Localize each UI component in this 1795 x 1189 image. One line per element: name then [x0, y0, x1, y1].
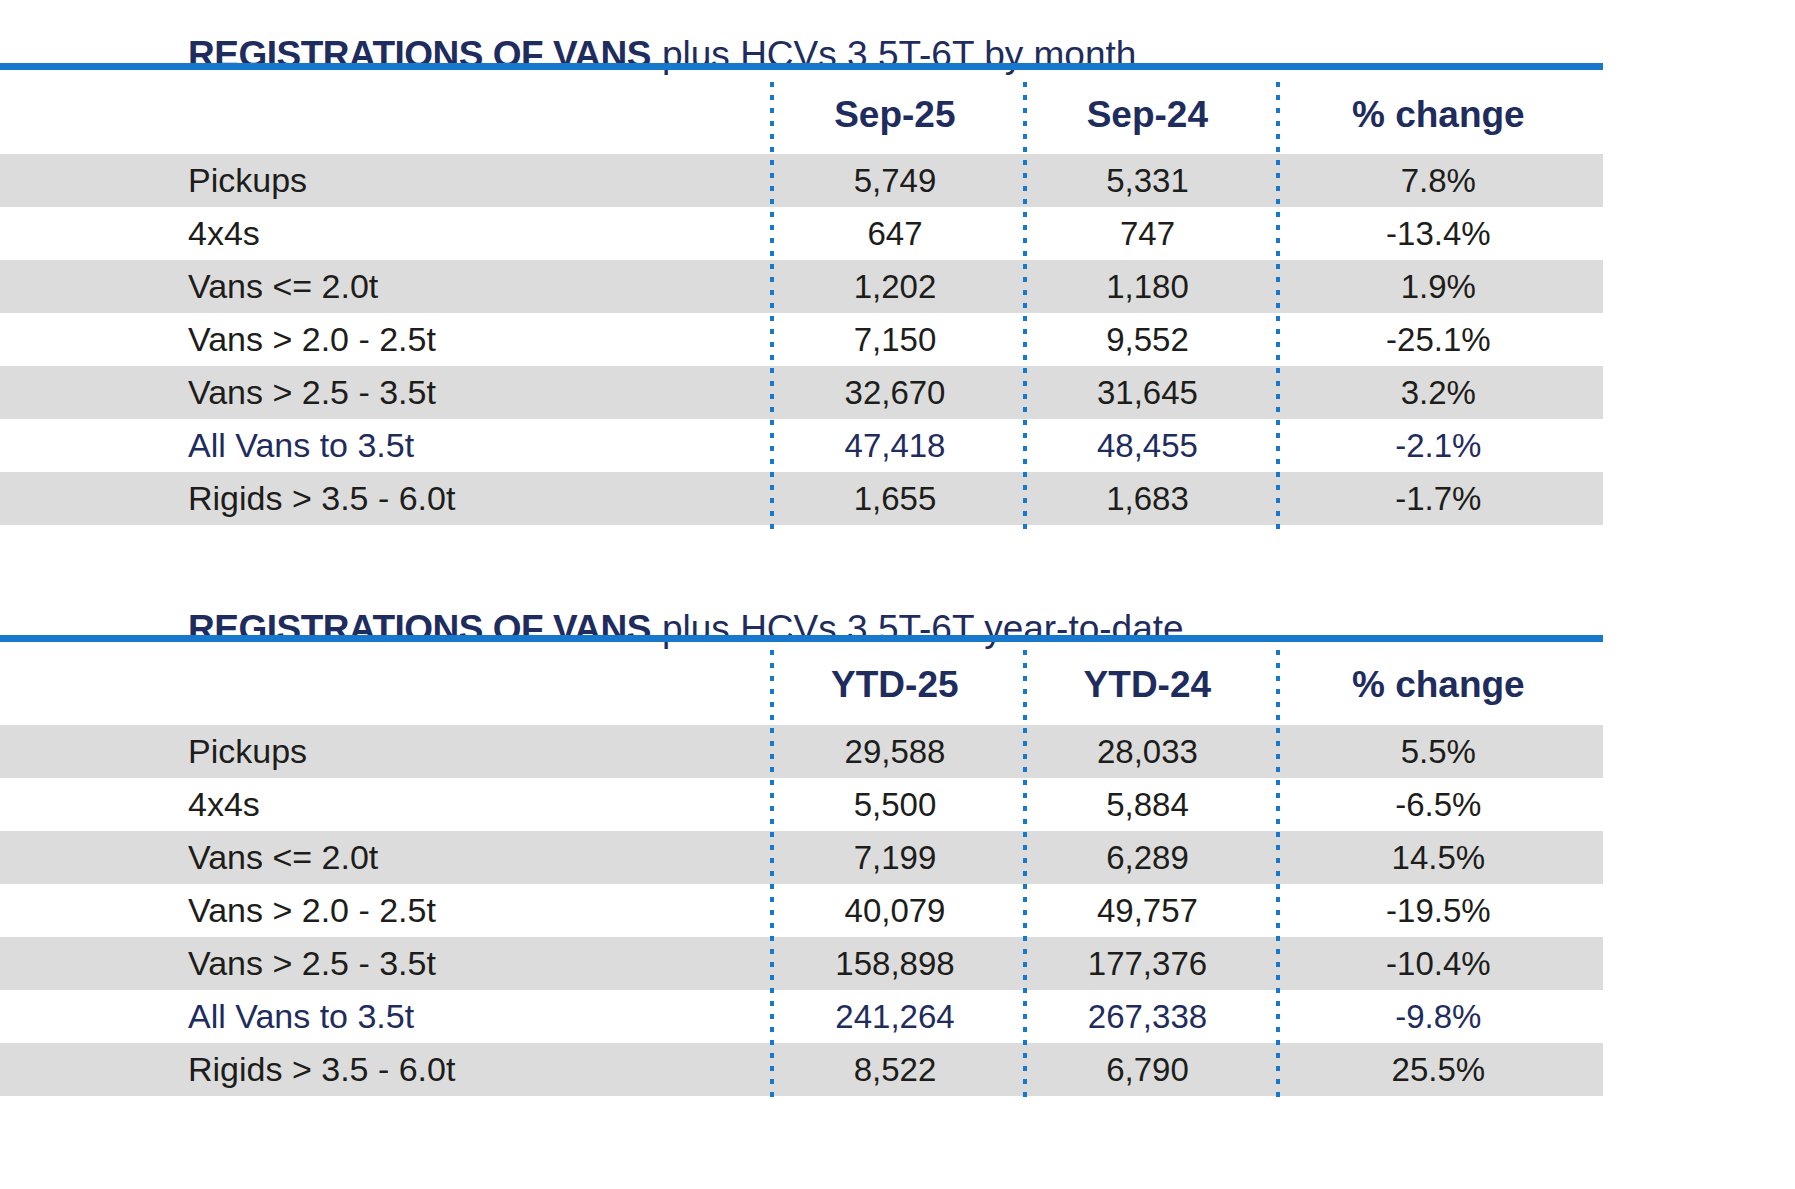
value-current: 7,150 [769, 321, 1021, 359]
title-divider-line [0, 63, 1603, 70]
row-label: 4x4s [0, 785, 769, 824]
table-title-subtitle: plus HCVs 3.5T-6T year-to-date [662, 608, 1184, 649]
row-label: Vans <= 2.0t [0, 838, 769, 877]
table-row: Pickups 5,749 5,331 7.8% [0, 154, 1603, 207]
value-previous: 177,376 [1021, 945, 1273, 983]
value-previous: 1,180 [1021, 268, 1273, 306]
value-current: 7,199 [769, 839, 1021, 877]
value-current: 47,418 [769, 427, 1021, 465]
value-pct-change: -2.1% [1274, 427, 1603, 465]
table-row: Rigids > 3.5 - 6.0t 1,655 1,683 -1.7% [0, 472, 1603, 525]
column-header-row: YTD-25 YTD-24 % change [0, 652, 1603, 718]
column-separator-dotted-line [770, 82, 774, 534]
value-pct-change: -25.1% [1274, 321, 1603, 359]
table-body: Pickups 5,749 5,331 7.8% 4x4s 647 747 -1… [0, 154, 1603, 525]
row-label: Vans <= 2.0t [0, 267, 769, 306]
row-label: Rigids > 3.5 - 6.0t [0, 1050, 769, 1089]
table-row: 4x4s 5,500 5,884 -6.5% [0, 778, 1603, 831]
value-previous: 49,757 [1021, 892, 1273, 930]
column-separator-dotted-line [770, 650, 774, 1102]
value-previous: 9,552 [1021, 321, 1273, 359]
table-row: 4x4s 647 747 -13.4% [0, 207, 1603, 260]
column-header-pct-change: % change [1274, 94, 1603, 136]
column-separator-dotted-line [1276, 650, 1280, 1102]
value-pct-change: -6.5% [1274, 786, 1603, 824]
value-pct-change: -9.8% [1274, 998, 1603, 1036]
row-label: Rigids > 3.5 - 6.0t [0, 479, 769, 518]
value-pct-change: 1.9% [1274, 268, 1603, 306]
value-previous: 28,033 [1021, 733, 1273, 771]
value-pct-change: 7.8% [1274, 162, 1603, 200]
value-current: 5,500 [769, 786, 1021, 824]
column-header-pct-change: % change [1274, 664, 1603, 706]
value-previous: 6,289 [1021, 839, 1273, 877]
value-current: 8,522 [769, 1051, 1021, 1089]
value-previous: 747 [1021, 215, 1273, 253]
row-label: Pickups [0, 732, 769, 771]
row-label: Vans > 2.5 - 3.5t [0, 944, 769, 983]
row-label: All Vans to 3.5t [0, 997, 769, 1036]
value-pct-change: -19.5% [1274, 892, 1603, 930]
column-separator-dotted-line [1023, 82, 1027, 534]
table-row: Vans <= 2.0t 7,199 6,289 14.5% [0, 831, 1603, 884]
table-row-total: All Vans to 3.5t 47,418 48,455 -2.1% [0, 419, 1603, 472]
column-separator-dotted-line [1276, 82, 1280, 534]
value-pct-change: -1.7% [1274, 480, 1603, 518]
value-current: 32,670 [769, 374, 1021, 412]
column-header-previous-period: Sep-24 [1021, 94, 1274, 136]
row-label: Vans > 2.0 - 2.5t [0, 320, 769, 359]
value-pct-change: 14.5% [1274, 839, 1603, 877]
value-pct-change: -10.4% [1274, 945, 1603, 983]
value-pct-change: 3.2% [1274, 374, 1603, 412]
table-row: Vans > 2.0 - 2.5t 40,079 49,757 -19.5% [0, 884, 1603, 937]
value-current: 29,588 [769, 733, 1021, 771]
report-page: REGISTRATIONS OF VANSplus HCVs 3.5T-6T b… [0, 0, 1795, 1189]
table-body: Pickups 29,588 28,033 5.5% 4x4s 5,500 5,… [0, 725, 1603, 1096]
column-header-current-period: YTD-25 [769, 664, 1022, 706]
title-divider-line [0, 635, 1603, 642]
value-current: 1,655 [769, 480, 1021, 518]
value-pct-change: 5.5% [1274, 733, 1603, 771]
table-row-total: All Vans to 3.5t 241,264 267,338 -9.8% [0, 990, 1603, 1043]
table-row: Rigids > 3.5 - 6.0t 8,522 6,790 25.5% [0, 1043, 1603, 1096]
value-current: 158,898 [769, 945, 1021, 983]
value-current: 5,749 [769, 162, 1021, 200]
column-header-previous-period: YTD-24 [1021, 664, 1274, 706]
table-title-bold: REGISTRATIONS OF VANS [188, 608, 651, 649]
row-label: Pickups [0, 161, 769, 200]
table-title: REGISTRATIONS OF VANS plus HCVs 3.5T-6T y… [188, 609, 1184, 649]
column-header-row: Sep-25 Sep-24 % change [0, 82, 1603, 148]
value-previous: 6,790 [1021, 1051, 1273, 1089]
table-row: Vans <= 2.0t 1,202 1,180 1.9% [0, 260, 1603, 313]
column-header-current-period: Sep-25 [769, 94, 1022, 136]
value-previous: 5,884 [1021, 786, 1273, 824]
table-row: Vans > 2.5 - 3.5t 158,898 177,376 -10.4% [0, 937, 1603, 990]
table-row: Vans > 2.5 - 3.5t 32,670 31,645 3.2% [0, 366, 1603, 419]
value-previous: 31,645 [1021, 374, 1273, 412]
row-label: 4x4s [0, 214, 769, 253]
column-separator-dotted-line [1023, 650, 1027, 1102]
value-current: 1,202 [769, 268, 1021, 306]
value-current: 241,264 [769, 998, 1021, 1036]
row-label: Vans > 2.0 - 2.5t [0, 891, 769, 930]
value-pct-change: -13.4% [1274, 215, 1603, 253]
value-previous: 48,455 [1021, 427, 1273, 465]
value-previous: 267,338 [1021, 998, 1273, 1036]
row-label: All Vans to 3.5t [0, 426, 769, 465]
value-previous: 1,683 [1021, 480, 1273, 518]
table-row: Pickups 29,588 28,033 5.5% [0, 725, 1603, 778]
value-current: 40,079 [769, 892, 1021, 930]
value-pct-change: 25.5% [1274, 1051, 1603, 1089]
value-previous: 5,331 [1021, 162, 1273, 200]
value-current: 647 [769, 215, 1021, 253]
row-label: Vans > 2.5 - 3.5t [0, 373, 769, 412]
table-row: Vans > 2.0 - 2.5t 7,150 9,552 -25.1% [0, 313, 1603, 366]
